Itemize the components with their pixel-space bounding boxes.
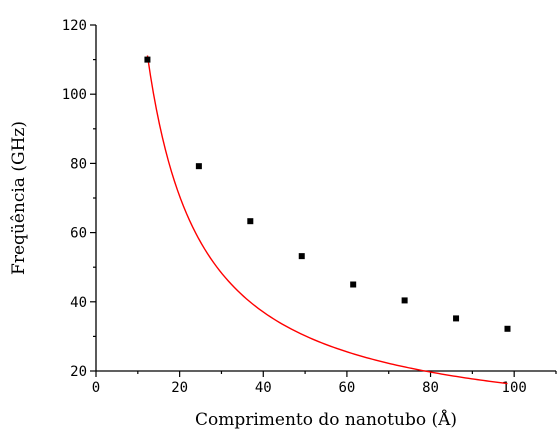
y-axis-ticks: 20 40 60 80 100 120: [62, 18, 96, 380]
y-tick-label: 60: [70, 226, 87, 242]
x-tick-label: 100: [502, 380, 527, 396]
data-points: [144, 56, 511, 332]
plot-area: 0 20 40 60 80 100 20 40 60 80 100 120: [62, 18, 557, 396]
data-point: [504, 325, 511, 332]
y-tick-label: 100: [62, 87, 87, 103]
y-tick-label: 80: [70, 156, 87, 172]
y-tick-label: 20: [70, 364, 87, 380]
y-axis-label: Freqüência (GHz): [9, 121, 29, 275]
data-point: [453, 315, 460, 322]
x-tick-label: 40: [255, 380, 272, 396]
data-point: [195, 163, 202, 170]
data-point: [247, 218, 254, 225]
x-tick-label: 0: [92, 380, 100, 396]
fit-curve: [146, 55, 508, 385]
y-tick-label: 40: [70, 295, 87, 311]
x-tick-label: 20: [171, 380, 188, 396]
data-point: [350, 281, 357, 288]
data-point: [144, 56, 151, 63]
x-tick-label: 80: [422, 380, 439, 396]
data-point: [401, 297, 408, 304]
x-axis-ticks: 0 20 40 60 80 100: [92, 371, 557, 396]
data-point: [298, 253, 305, 260]
y-tick-label: 120: [62, 18, 87, 34]
x-axis-label: Comprimento do nanotubo (Å): [195, 409, 457, 430]
x-tick-label: 60: [338, 380, 355, 396]
